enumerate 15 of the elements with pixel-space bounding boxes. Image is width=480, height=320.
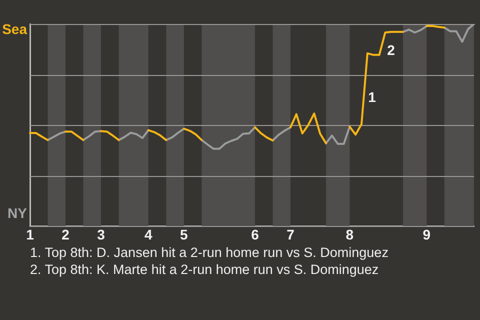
text: 2. Top 8th: K. Marte hit a 2-run home run vs S. Dominguez <box>30 261 380 278</box>
x-tick-label: 5 <box>180 226 188 242</box>
x-tick-label: 7 <box>286 226 295 242</box>
text: NY <box>8 205 28 222</box>
x-tick-label: 3 <box>97 226 106 242</box>
x-tick-label: 6 <box>251 226 260 242</box>
annotation: 2 <box>387 42 396 58</box>
x-tick-label: 1 <box>26 226 34 242</box>
x-tick-label: 8 <box>346 226 354 242</box>
x-tick-label: 9 <box>422 226 431 242</box>
annotation: 1 <box>368 88 376 105</box>
x-tick-label: 4 <box>144 226 152 242</box>
x-tick-label: 2 <box>62 226 70 242</box>
text: Sea <box>2 20 28 37</box>
text: 1. Top 8th: D. Jansen hit a 2-run home run vs S. Dominguez <box>30 244 388 261</box>
